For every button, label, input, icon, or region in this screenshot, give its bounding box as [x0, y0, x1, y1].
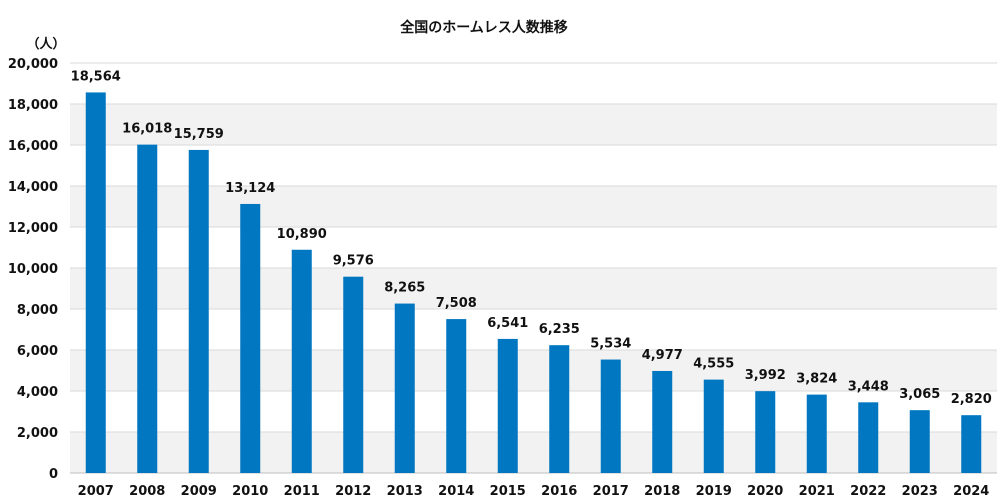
- y-tick-label: 10,000: [8, 262, 58, 277]
- x-tick-label-2015: 2015: [490, 484, 526, 499]
- background-band: [70, 350, 997, 391]
- bar-2015: [497, 338, 518, 473]
- x-tick-label-2012: 2012: [335, 484, 371, 499]
- data-label-2014: 7,508: [436, 296, 477, 311]
- x-tick-label-2022: 2022: [850, 484, 886, 499]
- bar-2023: [909, 410, 930, 473]
- bar-2007: [85, 92, 106, 474]
- data-label-2023: 3,065: [899, 387, 940, 402]
- x-tick-label-2021: 2021: [799, 484, 835, 499]
- x-tick-label-2007: 2007: [78, 484, 114, 499]
- x-tick-label-2023: 2023: [902, 484, 938, 499]
- data-label-2024: 2,820: [951, 392, 992, 407]
- data-label-2008: 16,018: [122, 122, 172, 137]
- y-tick-label: 0: [49, 467, 58, 482]
- x-tick-label-2024: 2024: [953, 484, 989, 499]
- y-tick-label: 6,000: [17, 344, 58, 359]
- x-tick-label-2018: 2018: [644, 484, 680, 499]
- x-tick-label-2016: 2016: [541, 484, 577, 499]
- data-label-2011: 10,890: [277, 227, 327, 242]
- bar-2022: [858, 402, 879, 473]
- data-label-2012: 9,576: [333, 254, 374, 269]
- y-tick-label: 18,000: [8, 98, 58, 113]
- bar-2024: [961, 415, 982, 473]
- bar-2017: [600, 359, 621, 473]
- data-label-2016: 6,235: [539, 322, 580, 337]
- x-tick-label-2010: 2010: [232, 484, 268, 499]
- data-label-2007: 18,564: [71, 69, 121, 84]
- background-band: [70, 104, 997, 145]
- data-label-2015: 6,541: [487, 316, 528, 331]
- bar-2021: [806, 394, 827, 473]
- bar-2013: [394, 303, 415, 473]
- x-tick-label-2011: 2011: [284, 484, 320, 499]
- data-label-2009: 15,759: [174, 127, 224, 142]
- bar-2009: [188, 149, 209, 474]
- y-tick-label: 4,000: [17, 385, 58, 400]
- data-label-2018: 4,977: [642, 348, 683, 363]
- y-tick-label: 12,000: [8, 221, 58, 236]
- x-tick-label-2009: 2009: [181, 484, 217, 499]
- data-label-2010: 13,124: [225, 181, 275, 196]
- bar-2008: [137, 144, 158, 474]
- bar-2018: [652, 370, 673, 473]
- bar-2019: [703, 379, 724, 473]
- data-label-2022: 3,448: [848, 379, 889, 394]
- background-band: [70, 268, 997, 309]
- x-tick-label-2020: 2020: [747, 484, 783, 499]
- bar-2011: [291, 249, 312, 473]
- data-label-2020: 3,992: [745, 368, 786, 383]
- x-axis: 2007 2008 2009 2010 2011 2012 2013 2014 2015 2016…: [78, 484, 990, 499]
- data-labels: 18,564 16,018 15,759 13,124 10,890 9,576 8,265…: [71, 69, 992, 407]
- x-tick-label-2014: 2014: [438, 484, 474, 499]
- y-tick-label: 2,000: [17, 426, 58, 441]
- data-label-2019: 4,555: [693, 357, 734, 372]
- background-band: [70, 186, 997, 227]
- y-tick-label: 14,000: [8, 180, 58, 195]
- gridlines: [70, 62, 997, 474]
- x-tick-label-2013: 2013: [387, 484, 423, 499]
- bar-2012: [343, 276, 364, 473]
- bars: [85, 92, 982, 474]
- x-tick-label-2008: 2008: [129, 484, 165, 499]
- x-tick-label-2019: 2019: [696, 484, 732, 499]
- y-axis: 0 2,000 4,000 6,000 8,000 10,000 12,000 14,000 1…: [8, 57, 58, 482]
- background-band: [70, 432, 997, 473]
- y-tick-label: 16,000: [8, 139, 58, 154]
- chart-title: 全国のホームレス人数推移: [399, 19, 568, 36]
- background-bands: [70, 104, 997, 473]
- data-label-2013: 8,265: [384, 281, 425, 296]
- data-label-2021: 3,824: [796, 372, 837, 387]
- bar-2016: [549, 345, 570, 473]
- x-tick-label-2017: 2017: [593, 484, 629, 499]
- bar-2010: [240, 203, 261, 473]
- bar-2014: [446, 319, 467, 473]
- bar-2020: [755, 391, 776, 473]
- y-unit-label: （人）: [26, 36, 65, 52]
- data-label-2017: 5,534: [590, 337, 631, 352]
- y-tick-label: 8,000: [17, 303, 58, 318]
- y-tick-label: 20,000: [8, 57, 58, 72]
